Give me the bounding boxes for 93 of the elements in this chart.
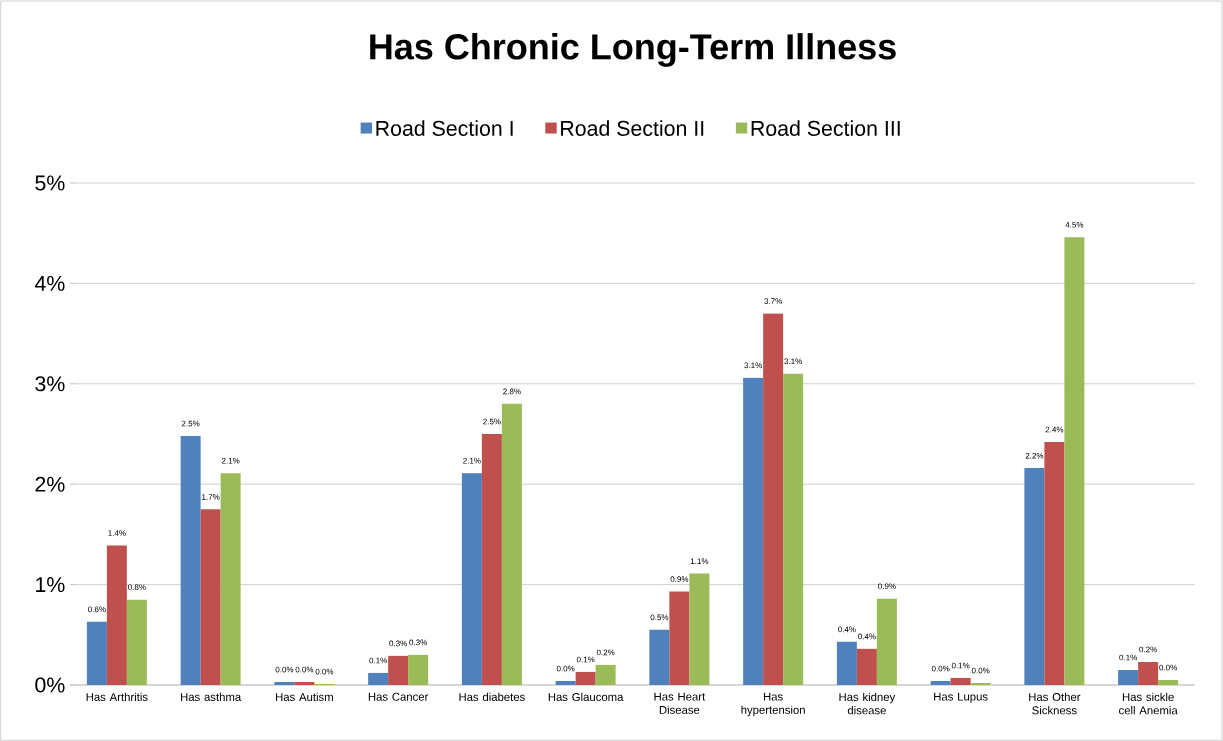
data-label: 2.1% bbox=[463, 457, 481, 464]
data-label: 2.4% bbox=[1045, 426, 1064, 433]
bar bbox=[950, 677, 971, 685]
data-label: 0.3% bbox=[409, 639, 427, 646]
y-tick-label: 1% bbox=[36, 577, 65, 593]
bar bbox=[1138, 661, 1159, 685]
y-tick-label: 2% bbox=[35, 476, 65, 492]
bar bbox=[501, 403, 522, 685]
bar bbox=[669, 591, 690, 685]
x-tick-label: Has asthma bbox=[181, 692, 242, 702]
data-label: 0.0% bbox=[971, 667, 990, 674]
data-label: 0.1% bbox=[951, 662, 970, 669]
data-label: 0.0% bbox=[1159, 664, 1177, 671]
data-label: 0.2% bbox=[1139, 646, 1157, 653]
data-label: 2.2% bbox=[1025, 452, 1044, 459]
data-label: 0.4% bbox=[838, 626, 856, 633]
bar bbox=[126, 599, 147, 685]
legend-label: Road Section II bbox=[561, 120, 704, 136]
bar bbox=[368, 672, 389, 685]
x-tick-label: Has hypertension bbox=[741, 692, 805, 717]
data-label: 0.0% bbox=[931, 665, 950, 672]
y-tick-label: 4% bbox=[34, 275, 65, 291]
data-label: 0.3% bbox=[389, 640, 407, 647]
data-label: 0.0% bbox=[295, 666, 314, 673]
data-label: 0.0% bbox=[315, 668, 334, 675]
legend-label: Road Section III bbox=[751, 120, 900, 136]
bar bbox=[783, 373, 804, 685]
y-tick-label: 0% bbox=[35, 677, 65, 693]
bar bbox=[220, 473, 241, 685]
bar bbox=[649, 629, 670, 685]
data-label: 0.0% bbox=[275, 666, 294, 673]
data-label: 0.4% bbox=[858, 633, 876, 640]
bar bbox=[106, 545, 127, 685]
bar bbox=[408, 654, 429, 685]
data-label: 0.6% bbox=[88, 606, 106, 613]
y-tick-label: 3% bbox=[35, 376, 65, 392]
bar bbox=[555, 680, 576, 685]
x-tick-label: Has kidney disease bbox=[839, 692, 896, 715]
bar bbox=[294, 681, 315, 685]
data-label: 2.8% bbox=[503, 388, 521, 395]
data-label: 0.8% bbox=[128, 584, 146, 591]
bar bbox=[481, 433, 502, 685]
x-tick-label: Has Glaucoma bbox=[548, 692, 624, 702]
data-label: 3.7% bbox=[764, 298, 782, 304]
bar bbox=[575, 671, 596, 685]
bar bbox=[86, 621, 107, 685]
x-tick-label: Has Lupus bbox=[934, 692, 988, 703]
bar bbox=[689, 573, 710, 685]
bar bbox=[856, 648, 877, 685]
y-tick-label: 5% bbox=[35, 175, 65, 191]
data-label: 2.1% bbox=[221, 457, 240, 464]
bar bbox=[970, 682, 991, 685]
x-tick-label: Has Arthritis bbox=[86, 692, 148, 702]
bar bbox=[836, 641, 857, 685]
bar bbox=[388, 655, 409, 685]
bar bbox=[274, 681, 295, 685]
bar bbox=[1118, 669, 1139, 685]
bar bbox=[1064, 237, 1085, 685]
data-label: 0.1% bbox=[369, 657, 387, 664]
data-label: 0.9% bbox=[878, 583, 896, 590]
x-tick-label: Has Other Sickness bbox=[1029, 692, 1081, 715]
bar bbox=[1044, 442, 1065, 685]
bar bbox=[763, 313, 784, 685]
data-label: 3.1% bbox=[784, 358, 802, 365]
bar bbox=[1158, 679, 1179, 685]
data-label: 3.1% bbox=[744, 362, 762, 369]
x-tick-label: Has Cancer bbox=[368, 692, 429, 701]
data-label: 0.9% bbox=[670, 576, 689, 583]
data-label: 2.5% bbox=[483, 418, 501, 425]
chart-title: Has Chronic Long-Term Illness bbox=[370, 33, 896, 67]
bar bbox=[180, 436, 201, 685]
bar bbox=[876, 598, 897, 685]
data-label: 1.1% bbox=[690, 558, 709, 564]
data-label: 0.5% bbox=[650, 614, 669, 621]
bar bbox=[1024, 468, 1045, 685]
bar bbox=[595, 664, 616, 685]
x-tick-label: Has diabetes bbox=[459, 692, 525, 702]
legend-label: Road Section I bbox=[376, 120, 513, 136]
x-tick-label: Has Autism bbox=[276, 692, 333, 702]
data-label: 4.5% bbox=[1065, 221, 1084, 228]
bar bbox=[743, 377, 764, 685]
x-tick-label: Has Heart Disease bbox=[654, 692, 706, 714]
bar bbox=[930, 680, 951, 685]
data-label: 0.0% bbox=[556, 665, 575, 672]
bar bbox=[461, 473, 482, 685]
data-label: 2.5% bbox=[181, 420, 200, 427]
data-label: 0.1% bbox=[576, 656, 595, 663]
bar bbox=[200, 509, 221, 685]
x-tick-label: Has sickle cell Anemia bbox=[1119, 692, 1178, 715]
data-label: 0.2% bbox=[596, 649, 615, 656]
data-label: 1.4% bbox=[108, 530, 126, 536]
data-label: 1.7% bbox=[202, 494, 220, 500]
data-label: 0.1% bbox=[1119, 654, 1137, 661]
